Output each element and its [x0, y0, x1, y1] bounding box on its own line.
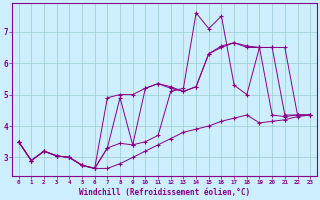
X-axis label: Windchill (Refroidissement éolien,°C): Windchill (Refroidissement éolien,°C)	[79, 188, 250, 197]
